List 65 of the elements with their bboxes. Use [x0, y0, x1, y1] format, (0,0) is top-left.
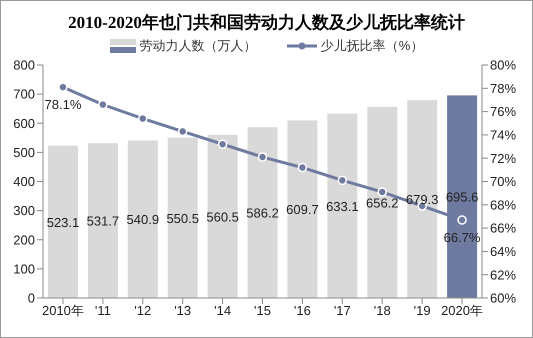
point: [338, 176, 348, 186]
point: [457, 215, 467, 225]
y2-tick-label: 70%: [490, 174, 516, 190]
bar: [327, 114, 358, 298]
bar: [367, 106, 398, 298]
data-label: 656.2: [366, 195, 399, 210]
point: [377, 187, 387, 197]
x-tick-label: '12: [134, 303, 152, 318]
y2-tick-label: 74%: [490, 128, 516, 143]
y2-tick-label: 78%: [490, 80, 516, 96]
x-tick-label: '18: [374, 303, 391, 318]
x-tick-label: 2010年: [42, 303, 84, 318]
bar: [168, 138, 198, 298]
x-tick-label: 2020年: [441, 303, 484, 318]
data-label: 586.2: [246, 206, 279, 221]
y-tick-label: 400: [13, 174, 35, 190]
bar: [88, 143, 118, 298]
legend-label: 少儿抚比率（%）: [320, 37, 424, 55]
data-label: 633.1: [326, 198, 359, 214]
x-tick-label: '15: [254, 303, 271, 318]
y2-tick-label: 60%: [490, 290, 516, 306]
data-label: 609.7: [286, 202, 319, 218]
point: [218, 139, 228, 149]
y-tick-label: 100: [13, 261, 35, 276]
point: [58, 82, 68, 92]
bar: [248, 127, 278, 298]
data-label: 560.5: [206, 209, 239, 224]
y2-tick-label: 80%: [490, 58, 516, 73]
y2-tick-label: 62%: [490, 267, 516, 282]
x-tick-label: '17: [334, 303, 351, 318]
point: [298, 162, 308, 172]
y2-tick-label: 68%: [490, 197, 516, 212]
y-tick-label: 600: [13, 116, 35, 131]
data-label: 550.5: [166, 210, 199, 226]
y-tick-label: 300: [13, 203, 35, 218]
bar: [287, 120, 318, 298]
y2-tick-label: 64%: [490, 244, 516, 260]
x-tick-label: '16: [294, 303, 311, 318]
bar: [128, 140, 158, 298]
y-tick-label: 0: [28, 290, 35, 306]
bar: [208, 134, 238, 298]
data-label: 531.7: [86, 214, 120, 229]
y-tick-label: 200: [13, 232, 35, 248]
x-tick-label: '14: [214, 303, 232, 318]
y-tick-label: 500: [13, 144, 35, 160]
x-tick-label: '19: [414, 303, 431, 318]
legend-label: 劳动力人数（万人）: [140, 37, 257, 55]
data-label: 523.1: [46, 214, 80, 230]
bar: [407, 100, 438, 298]
bar: [48, 146, 78, 298]
y2-tick-label: 76%: [490, 104, 516, 120]
chart-title: 2010-2020年也门共和国劳动力人数及少儿抚比率统计: [67, 12, 466, 34]
point: [258, 152, 268, 162]
y2-tick-label: 66%: [490, 220, 516, 236]
x-tick-label: '11: [94, 303, 111, 318]
point: [138, 114, 148, 124]
y2-tick-label: 72%: [490, 150, 516, 166]
y-tick-label: 800: [13, 58, 35, 73]
point: [178, 126, 188, 136]
y-tick-label: 700: [13, 86, 35, 102]
data-label: 540.9: [126, 212, 160, 228]
data-label: 679.3: [406, 192, 438, 208]
x-tick-label: '13: [174, 303, 192, 318]
data-label: 78.1%: [44, 97, 82, 112]
point: [98, 100, 108, 110]
